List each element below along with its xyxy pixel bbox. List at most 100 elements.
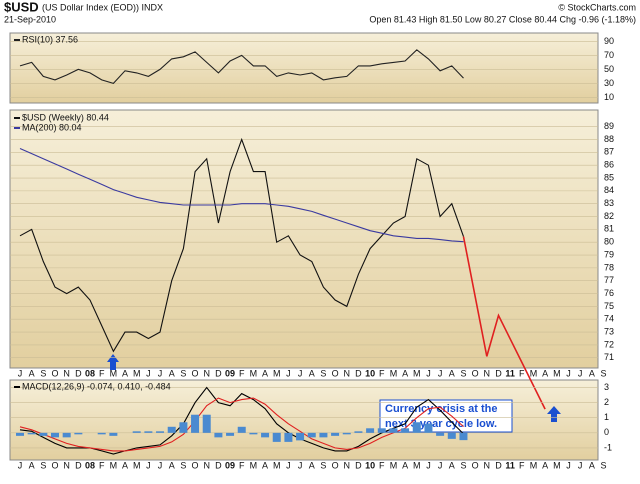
- x-tick-label: M: [110, 368, 118, 378]
- x-tick-label: A: [29, 368, 35, 378]
- y-tick-label: -1: [604, 442, 612, 452]
- histogram-bar: [447, 432, 456, 439]
- x-tick-label: O: [332, 368, 339, 378]
- x-tick-label: J: [18, 460, 23, 470]
- histogram-bar: [191, 414, 200, 433]
- series-line: [19, 397, 464, 452]
- y-tick-label: 82: [604, 211, 614, 221]
- y-tick-label: 73: [604, 326, 614, 336]
- x-tick-label: S: [320, 460, 326, 470]
- y-tick-label: 2: [604, 397, 609, 407]
- x-tick-label: N: [344, 460, 351, 470]
- x-tick-label: N: [63, 460, 70, 470]
- y-tick-label: 76: [604, 288, 614, 298]
- x-tick-label: S: [40, 368, 46, 378]
- histogram-bar: [261, 432, 270, 438]
- y-tick-label: 81: [604, 224, 614, 234]
- x-tick-label: A: [262, 368, 268, 378]
- histogram-bar: [307, 432, 316, 438]
- x-tick-label: M: [250, 368, 258, 378]
- x-tick-label: D: [495, 460, 502, 470]
- x-tick-label: S: [460, 368, 466, 378]
- symbol-desc: (US Dollar Index (EOD)) INDX: [42, 2, 163, 12]
- x-tick-label: M: [273, 368, 281, 378]
- x-tick-label: A: [169, 460, 175, 470]
- x-tick-label: 08: [85, 368, 95, 378]
- y-tick-label: 77: [604, 275, 614, 285]
- x-tick-label: F: [99, 368, 105, 378]
- x-tick-label: J: [146, 460, 151, 470]
- series-line: [19, 147, 464, 243]
- x-tick-label: 11: [505, 368, 515, 378]
- x-tick-label: J: [146, 368, 151, 378]
- histogram-bar: [109, 432, 118, 436]
- histogram-bar: [237, 426, 246, 433]
- x-tick-label: M: [530, 368, 538, 378]
- histogram-bar: [366, 428, 375, 433]
- x-tick-label: M: [390, 460, 398, 470]
- legend-label: RSI(10) 37.56: [22, 34, 78, 44]
- histogram-bar: [319, 432, 328, 438]
- x-tick-label: J: [298, 460, 303, 470]
- x-tick-label: F: [239, 368, 245, 378]
- x-tick-label: O: [472, 460, 479, 470]
- histogram-bar: [27, 432, 36, 435]
- x-tick-label: O: [332, 460, 339, 470]
- histogram-bar: [249, 432, 258, 435]
- histogram-bar: [377, 428, 386, 433]
- y-tick-label: 1: [604, 412, 609, 422]
- y-tick-label: 84: [604, 185, 614, 195]
- x-tick-label: F: [379, 368, 385, 378]
- histogram-bar: [51, 432, 60, 438]
- x-tick-label: N: [203, 368, 210, 378]
- x-tick-label: M: [133, 368, 141, 378]
- x-tick-label: F: [379, 460, 385, 470]
- histogram-bar: [226, 432, 235, 436]
- y-tick-label: 78: [604, 262, 614, 272]
- x-tick-label: M: [413, 368, 421, 378]
- x-tick-label: S: [180, 460, 186, 470]
- x-tick-label: N: [484, 460, 491, 470]
- x-tick-label: O: [192, 368, 199, 378]
- y-tick-label: 70: [604, 50, 614, 60]
- histogram-bar: [436, 432, 445, 436]
- price-panel: [9, 109, 599, 369]
- y-tick-label: 50: [604, 64, 614, 74]
- x-tick-label: A: [542, 460, 548, 470]
- y-tick-label: 74: [604, 314, 614, 324]
- x-tick-label: N: [484, 368, 491, 378]
- y-tick-label: 89: [604, 121, 614, 131]
- histogram-bar: [272, 432, 281, 442]
- annotation: Currency crisis at the: [385, 403, 498, 415]
- x-tick-label: A: [309, 460, 315, 470]
- y-tick-label: 87: [604, 147, 614, 157]
- histogram-bar: [179, 422, 188, 433]
- rsi-panel: [9, 32, 599, 104]
- x-tick-label: J: [286, 368, 291, 378]
- x-tick-label: S: [460, 460, 466, 470]
- x-tick-label: J: [158, 368, 163, 378]
- x-tick-label: D: [495, 368, 502, 378]
- histogram-bar: [412, 422, 421, 433]
- x-tick-label: 11: [505, 460, 515, 470]
- x-tick-label: 09: [225, 460, 235, 470]
- histogram-bar: [62, 432, 71, 438]
- x-tick-label: 09: [225, 368, 235, 378]
- x-tick-label: S: [180, 368, 186, 378]
- x-tick-label: A: [402, 460, 408, 470]
- x-tick-label: A: [589, 368, 595, 378]
- histogram-bar: [167, 426, 176, 433]
- credit: © StockCharts.com: [558, 2, 636, 12]
- x-tick-label: A: [169, 368, 175, 378]
- symbol: $USD: [4, 0, 39, 14]
- x-tick-label: D: [75, 460, 82, 470]
- x-tick-label: A: [542, 368, 548, 378]
- x-tick-label: O: [52, 368, 59, 378]
- x-tick-label: M: [110, 460, 118, 470]
- x-tick-label: O: [52, 460, 59, 470]
- x-tick-label: J: [438, 368, 443, 378]
- histogram-bar: [214, 432, 223, 438]
- x-tick-label: F: [519, 368, 525, 378]
